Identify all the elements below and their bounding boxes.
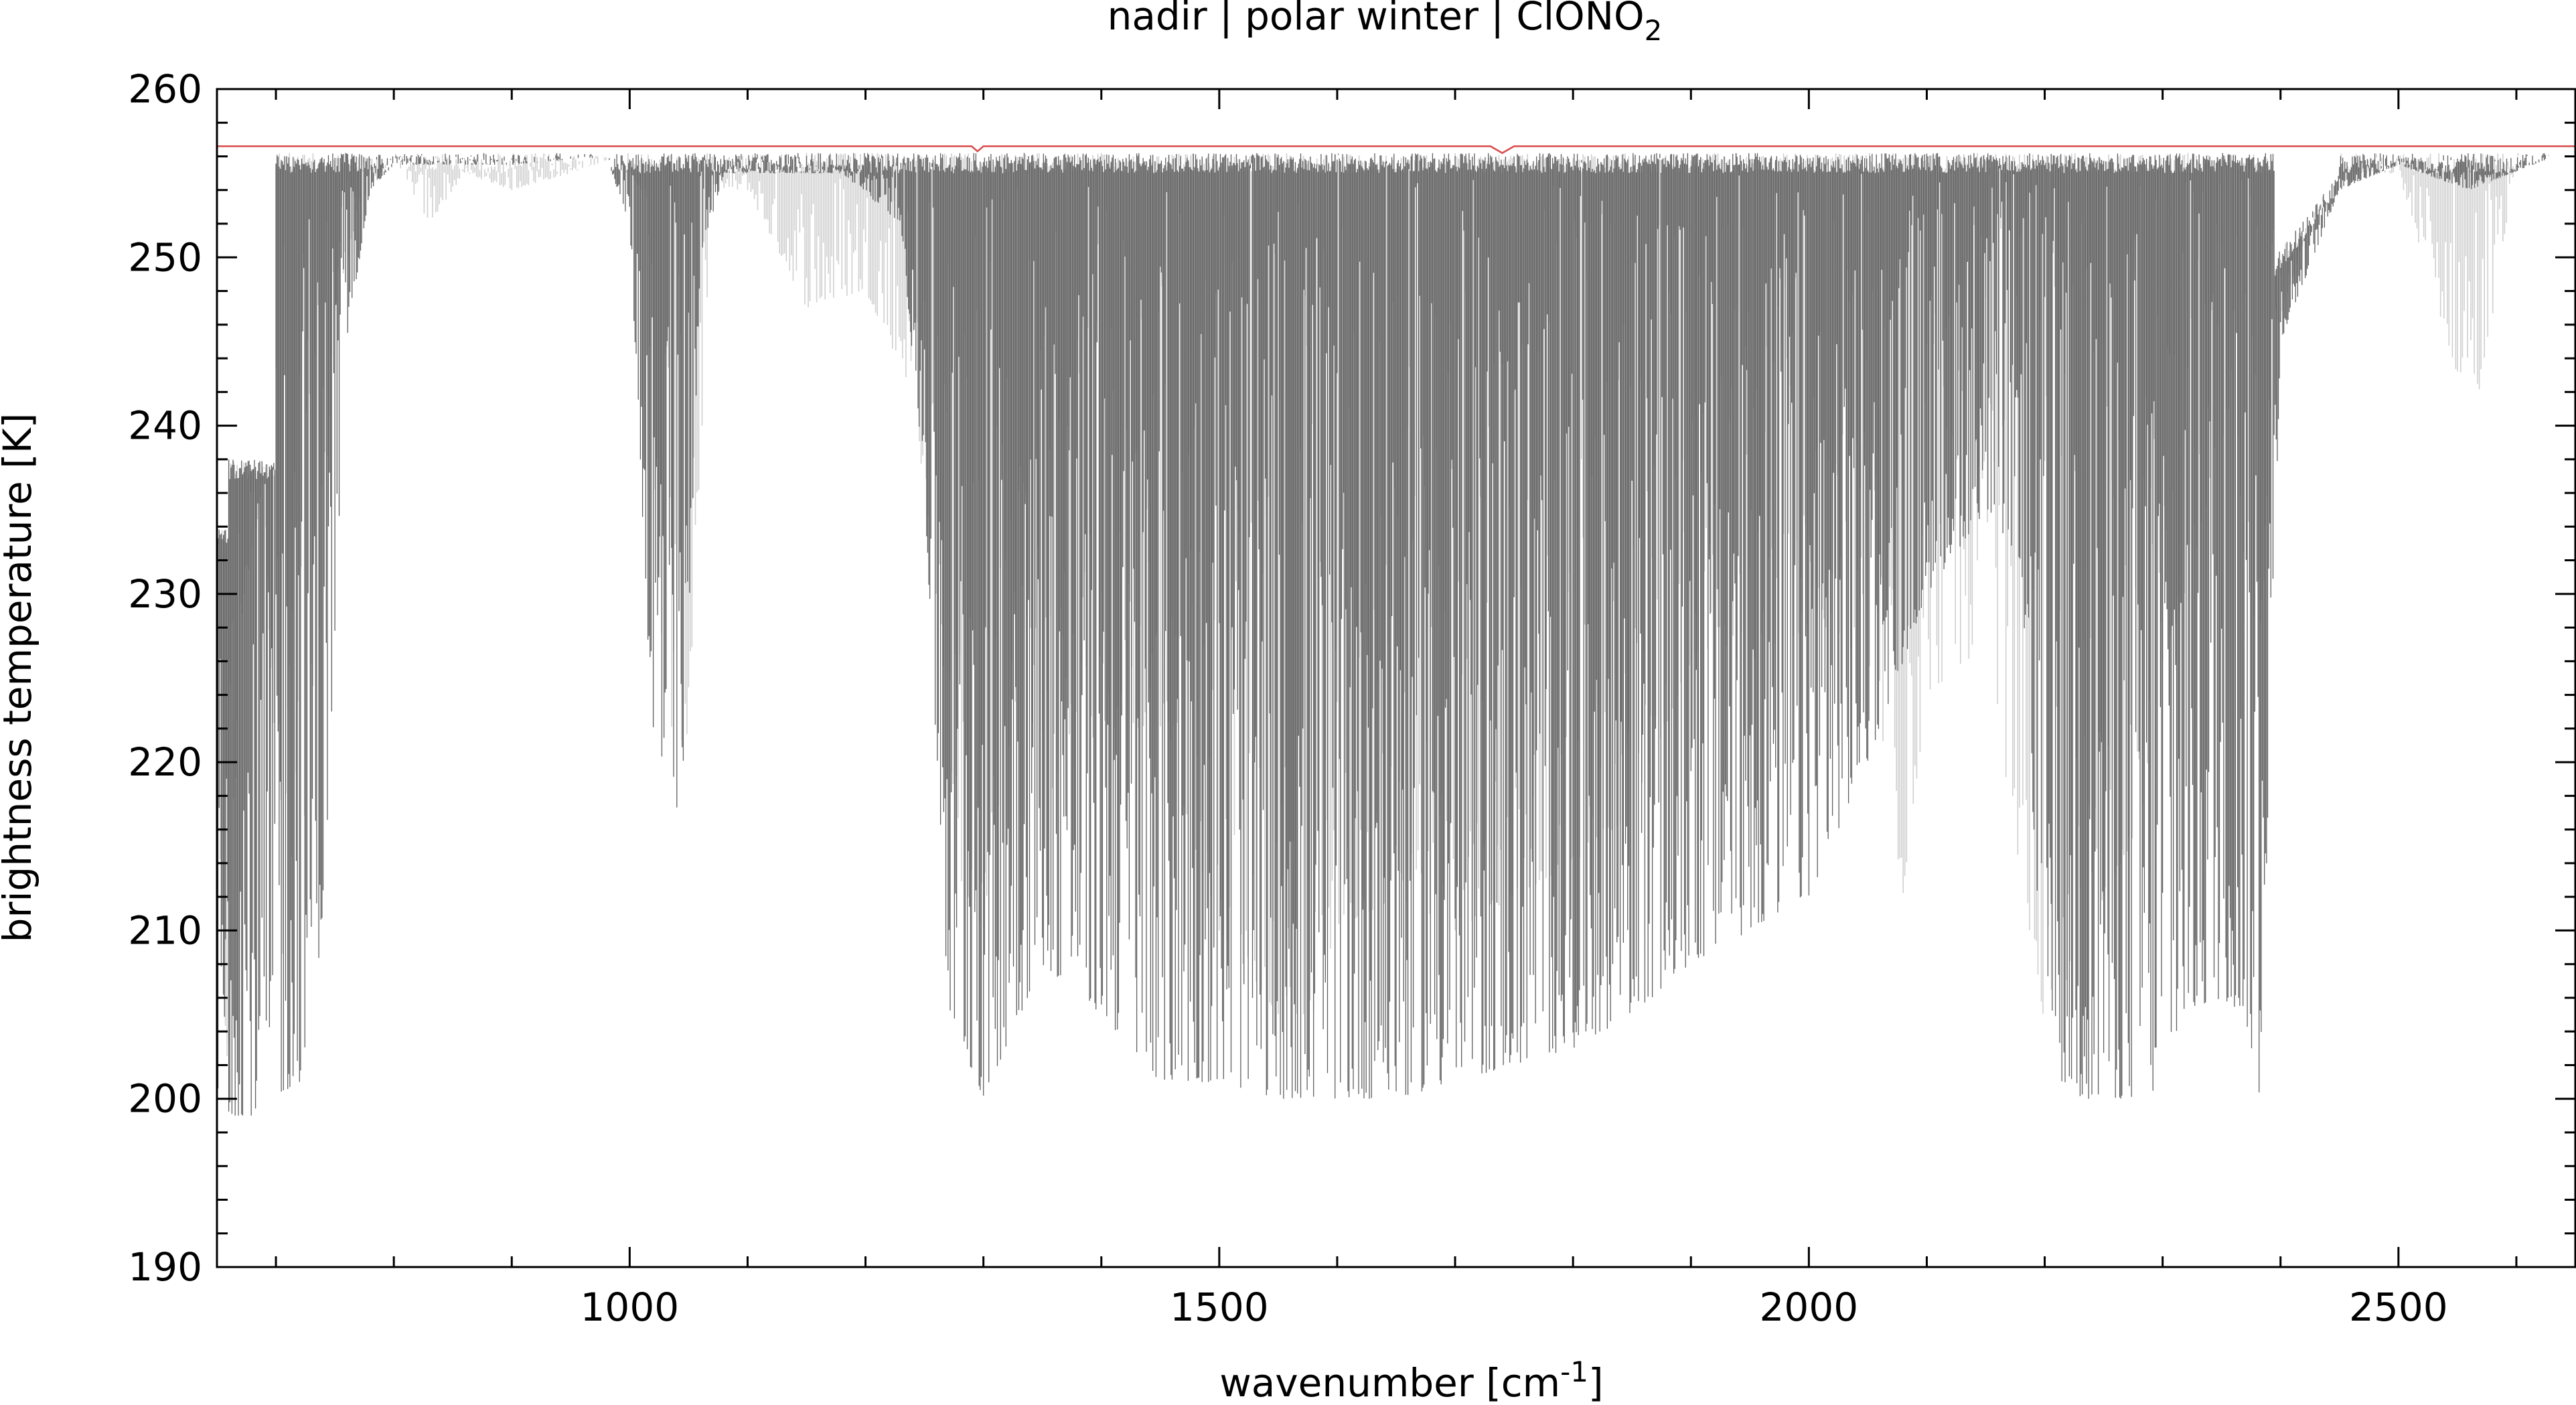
y-tick-label-200: 200 [128, 1076, 202, 1122]
chart-title: nadir | polar winter | ClONO2 [1108, 0, 1663, 47]
plot-area [217, 145, 2575, 1116]
x-tick-label-1000: 1000 [581, 1284, 680, 1330]
y-tick-label-210: 210 [128, 907, 202, 953]
y-tick-label-240: 240 [128, 403, 202, 449]
y-tick-label-230: 230 [128, 571, 202, 617]
series-2-line [217, 145, 2575, 154]
series-1-spectrum [217, 153, 2546, 1116]
y-tick-label-190: 190 [128, 1244, 202, 1290]
y-tick-label-260: 260 [128, 66, 202, 112]
plot-frame [216, 88, 2576, 1268]
y-tick-label-250: 250 [128, 234, 202, 280]
series-layer [217, 145, 2575, 1116]
y-tick-label-220: 220 [128, 739, 202, 785]
ticks-layer: 1000 1500 2000 2500 190 200 210 220 230 240 250 260 [128, 66, 2575, 1330]
y-axis-label: brightness temperature [K] [0, 413, 40, 943]
x-tick-label-2500: 2500 [2349, 1284, 2448, 1330]
x-tick-label-1500: 1500 [1170, 1284, 1269, 1330]
x-tick-label-2000: 2000 [1760, 1284, 1859, 1330]
x-axis-label: wavenumber [cm-1] [1219, 1355, 1603, 1405]
